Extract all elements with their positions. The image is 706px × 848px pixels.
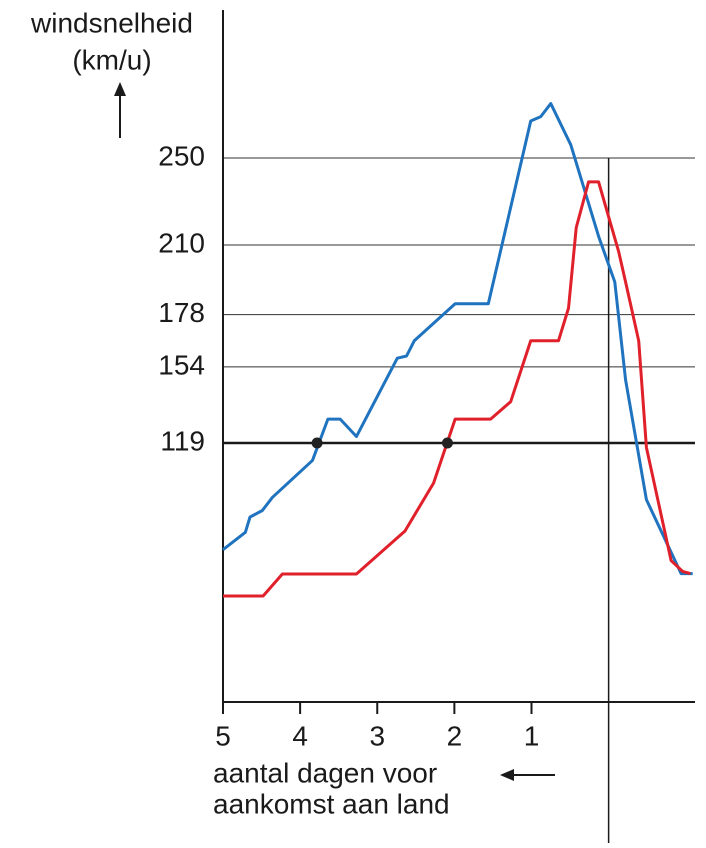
y-tick-label: 154 [158, 349, 205, 380]
line [222, 102, 693, 576]
marker [311, 437, 323, 449]
arrow-head [500, 769, 514, 781]
y-tick-label: 119 [160, 425, 205, 456]
x-tick-label: 4 [292, 720, 308, 751]
y-tick-label: 178 [158, 297, 205, 328]
arrow-head [114, 82, 126, 96]
x-axis-label: aankomst aan land [213, 788, 450, 819]
marker [441, 437, 453, 449]
x-tick-label: 3 [369, 720, 385, 751]
x-axis-label: aantal dagen voor [213, 757, 437, 788]
x-tick-label: 2 [447, 720, 463, 751]
y-tick-label: 210 [158, 227, 205, 258]
y-tick-label: 250 [158, 140, 205, 171]
line [223, 180, 691, 598]
x-tick-label: 1 [524, 720, 540, 751]
x-tick-label: 5 [215, 720, 231, 751]
y-axis-label: windsnelheid [30, 7, 193, 38]
y-axis-label: (km/u) [72, 44, 151, 75]
